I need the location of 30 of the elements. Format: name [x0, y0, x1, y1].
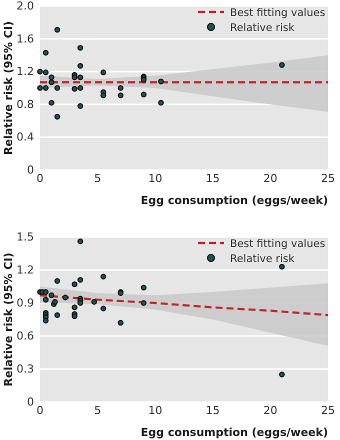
x-tick-label: 10 — [148, 172, 162, 185]
x-tick-label: 15 — [206, 404, 220, 417]
x-tick-label: 25 — [321, 404, 335, 417]
legend-label: Best fitting values — [230, 238, 326, 250]
legend-label: Best fitting values — [230, 7, 326, 19]
x-tick-label: 20 — [263, 404, 278, 417]
x-axis-title: Egg consumption (eggs/week) — [140, 426, 328, 439]
y-axis-title: Relative risk (95% CI) — [2, 252, 15, 386]
y-tick-label: 2.0 — [16, 0, 34, 13]
y-tick-label: 1.6 — [16, 32, 34, 46]
y-tick-label: 1.5 — [16, 230, 34, 244]
y-tick-label: 0.6 — [16, 330, 34, 343]
x-tick-label: 5 — [94, 404, 102, 417]
legend-label: Relative risk — [230, 253, 296, 265]
y-tick-label: 1.2 — [16, 264, 34, 277]
y-tick-label: 0.4 — [16, 130, 34, 144]
x-tick-label: 5 — [94, 172, 102, 185]
x-tick-label: 15 — [206, 172, 220, 185]
y-tick-label: 0.3 — [16, 362, 34, 376]
x-tick-label: 0 — [36, 172, 44, 185]
x-tick-label: 20 — [263, 172, 278, 185]
y-tick-label: 1.2 — [16, 65, 34, 78]
x-axis-title: Egg consumption (eggs/week) — [140, 194, 328, 207]
y-tick-label: 0.9 — [16, 296, 34, 310]
legend-label: Relative risk — [230, 22, 296, 34]
y-tick-label: 0.8 — [16, 98, 34, 111]
x-tick-label: 0 — [36, 404, 44, 417]
x-tick-label: 25 — [321, 172, 335, 185]
y-axis-title: Relative risk (95% CI) — [2, 21, 15, 155]
x-tick-label: 10 — [148, 404, 162, 417]
